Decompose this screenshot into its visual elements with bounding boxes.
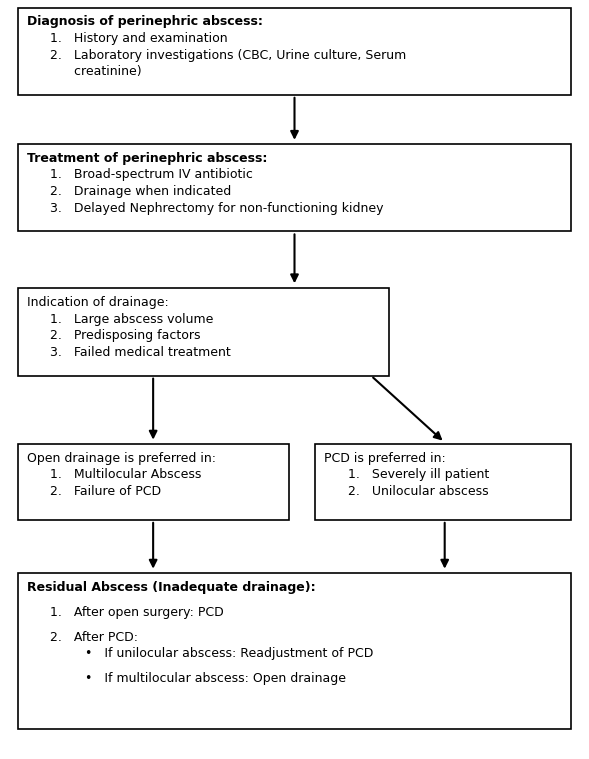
- Text: 2.   Drainage when indicated: 2. Drainage when indicated: [50, 185, 231, 198]
- Text: 3.   Delayed Nephrectomy for non-functioning kidney: 3. Delayed Nephrectomy for non-functioni…: [50, 202, 383, 215]
- Text: creatinine): creatinine): [50, 65, 142, 78]
- Text: 2.   Failure of PCD: 2. Failure of PCD: [50, 485, 161, 498]
- Text: 1.   Severely ill patient: 1. Severely ill patient: [348, 468, 489, 481]
- Text: PCD is preferred in:: PCD is preferred in:: [324, 452, 446, 465]
- Text: 2.   After PCD:: 2. After PCD:: [50, 631, 138, 644]
- Text: 2.   Predisposing factors: 2. Predisposing factors: [50, 329, 201, 342]
- FancyBboxPatch shape: [18, 573, 571, 729]
- Text: 1.   Multilocular Abscess: 1. Multilocular Abscess: [50, 468, 201, 481]
- FancyBboxPatch shape: [315, 444, 571, 520]
- Text: 3.   Failed medical treatment: 3. Failed medical treatment: [50, 346, 231, 359]
- FancyBboxPatch shape: [18, 444, 289, 520]
- Text: Open drainage is preferred in:: Open drainage is preferred in:: [27, 452, 216, 465]
- FancyBboxPatch shape: [18, 8, 571, 95]
- Text: Diagnosis of perinephric abscess:: Diagnosis of perinephric abscess:: [27, 15, 262, 28]
- FancyBboxPatch shape: [18, 144, 571, 231]
- Text: 1.   Large abscess volume: 1. Large abscess volume: [50, 313, 213, 326]
- Text: Indication of drainage:: Indication of drainage:: [27, 296, 168, 309]
- Text: 2.   Laboratory investigations (CBC, Urine culture, Serum: 2. Laboratory investigations (CBC, Urine…: [50, 49, 406, 61]
- FancyBboxPatch shape: [18, 288, 389, 376]
- Text: Treatment of perinephric abscess:: Treatment of perinephric abscess:: [27, 152, 267, 165]
- Text: 1.   After open surgery: PCD: 1. After open surgery: PCD: [50, 606, 224, 619]
- Text: 1.   Broad-spectrum IV antibiotic: 1. Broad-spectrum IV antibiotic: [50, 168, 253, 181]
- Text: 1.   History and examination: 1. History and examination: [50, 32, 228, 45]
- Text: •   If multilocular abscess: Open drainage: • If multilocular abscess: Open drainage: [85, 672, 346, 685]
- Text: Residual Abscess (Inadequate drainage):: Residual Abscess (Inadequate drainage):: [27, 581, 315, 594]
- Text: •   If unilocular abscess: Readjustment of PCD: • If unilocular abscess: Readjustment of…: [85, 647, 374, 660]
- Text: 2.   Unilocular abscess: 2. Unilocular abscess: [348, 485, 488, 498]
